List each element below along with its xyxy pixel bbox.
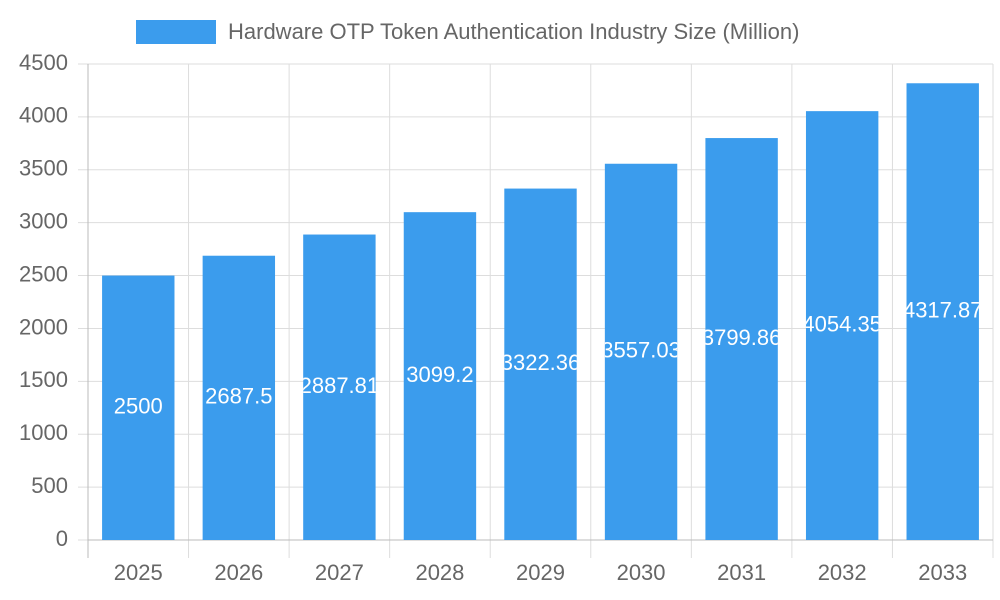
data-label: 4054.35 [802,311,882,336]
data-label: 2500 [114,394,163,419]
bar [705,138,778,540]
y-tick-label: 3500 [19,156,68,181]
bar [906,83,979,540]
x-tick-label: 2032 [818,560,867,585]
data-label: 3799.86 [702,325,782,350]
legend-swatch[interactable] [136,20,216,44]
bar [202,255,276,540]
x-tick-label: 2033 [918,560,967,585]
x-tick-label: 2030 [617,560,666,585]
y-tick-label: 1000 [19,420,68,445]
x-tick-label: 2025 [114,560,163,585]
legend-label[interactable]: Hardware OTP Token Authentication Indust… [228,19,799,44]
x-tick-label: 2027 [315,560,364,585]
data-label: 2687.5 [205,384,272,409]
y-tick-label: 1500 [19,367,68,392]
bar [604,163,678,540]
bar [102,275,175,540]
y-tick-label: 500 [31,473,68,498]
y-tick-label: 2500 [19,261,68,286]
x-tick-label: 2026 [214,560,263,585]
y-tick-label: 0 [56,526,68,551]
bar [303,234,376,540]
y-tick-label: 4000 [19,103,68,128]
x-tick-label: 2028 [415,560,464,585]
bar [805,111,879,541]
bar [504,188,577,540]
x-tick-label: 2029 [516,560,565,585]
x-tick-label: 2031 [717,560,766,585]
data-label: 3099.2 [406,362,473,387]
data-label: 3322.36 [501,350,581,375]
data-label: 3557.03 [601,338,681,363]
y-tick-label: 4500 [19,50,68,75]
y-tick-label: 2000 [19,314,68,339]
data-label: 4317.87 [903,297,983,322]
y-tick-label: 3000 [19,208,68,233]
data-label: 2887.81 [300,373,380,398]
bar [403,212,477,540]
